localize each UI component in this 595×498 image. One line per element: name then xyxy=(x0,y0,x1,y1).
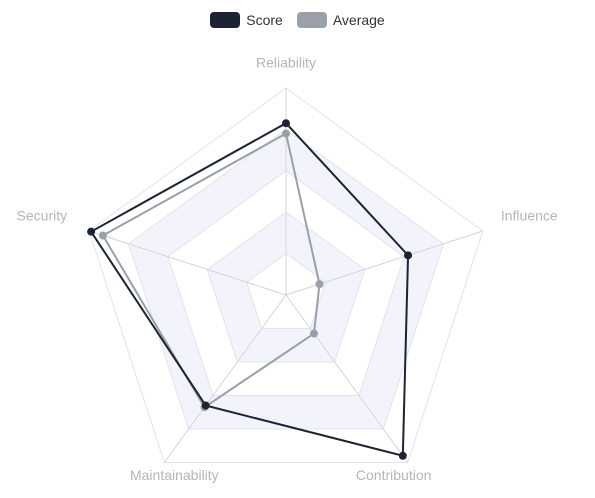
point-average-influence xyxy=(315,280,324,289)
point-average-contribution xyxy=(309,329,318,338)
point-score-reliability xyxy=(282,119,290,128)
axis-spoke-contribution xyxy=(285,294,409,463)
point-average-reliability xyxy=(282,129,290,138)
axis-label-contribution: Contribution xyxy=(356,467,432,483)
legend-swatch-average xyxy=(296,12,327,28)
legend-swatch-score xyxy=(210,12,241,28)
point-score-security xyxy=(87,227,96,236)
legend-item-score[interactable]: Score xyxy=(210,12,283,28)
point-score-maintainability xyxy=(201,401,210,410)
point-average-security xyxy=(98,231,107,240)
series-score xyxy=(87,119,413,460)
axis-spoke-security xyxy=(88,230,287,296)
axis-spoke-maintainability xyxy=(163,294,287,463)
chart-legend: Score Average xyxy=(0,10,595,30)
legend-item-average[interactable]: Average xyxy=(296,12,385,28)
point-score-influence xyxy=(404,251,413,260)
point-score-contribution xyxy=(398,451,407,460)
axis-label-security: Security xyxy=(17,208,68,224)
series-line-average xyxy=(101,132,321,409)
legend-label-average: Average xyxy=(332,12,385,28)
axis-label-reliability: Reliability xyxy=(256,55,316,71)
legend-label-score: Score xyxy=(246,12,283,28)
axis-label-maintainability: Maintainability xyxy=(130,467,219,483)
series-line-score xyxy=(89,121,410,458)
series-average xyxy=(98,129,324,412)
axis-label-influence: Influence xyxy=(501,208,558,224)
